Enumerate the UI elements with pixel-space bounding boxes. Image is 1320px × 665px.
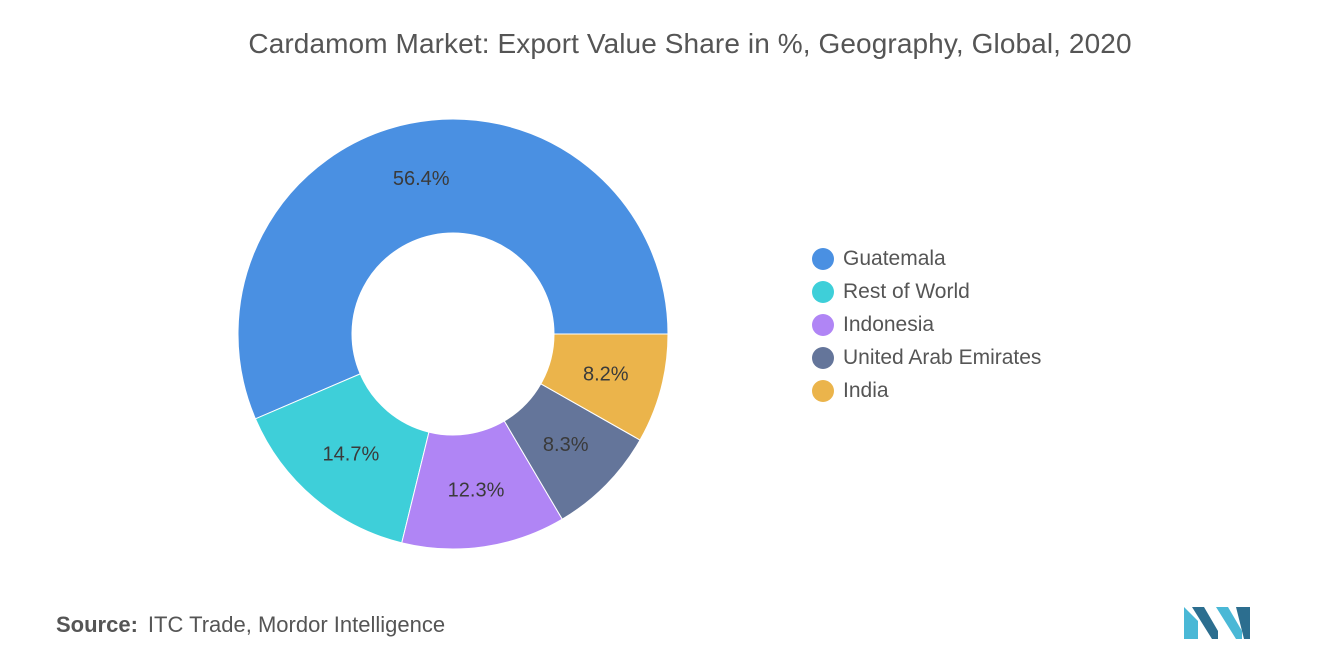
source-text: ITC Trade, Mordor Intelligence bbox=[147, 612, 446, 637]
logo-shape-mid-left bbox=[1192, 607, 1218, 639]
donut-slice-india[interactable] bbox=[540, 333, 669, 441]
slice-label-guatemala: 56.4% bbox=[393, 168, 450, 190]
donut-slice-labels: 56.4% 14.7% 12.3% 8.3% 8.2% bbox=[323, 168, 629, 501]
legend-swatch-indonesia bbox=[812, 313, 834, 336]
slice-label-united-arab-emirates: 8.3% bbox=[543, 434, 589, 456]
slice-label-rest-of-world: 14.7% bbox=[323, 444, 380, 466]
source-note: Source: ITC Trade, Mordor Intelligence bbox=[56, 612, 445, 638]
legend-item-united-arab-emirates[interactable]: United Arab Emirates bbox=[812, 341, 1041, 374]
logo-shape-mid-right bbox=[1216, 607, 1242, 639]
legend-label-guatemala: Guatemala bbox=[843, 246, 946, 270]
legend-item-india[interactable]: India bbox=[812, 374, 1041, 407]
legend-swatch-united-arab-emirates bbox=[812, 346, 834, 369]
legend-label-india: India bbox=[843, 378, 889, 402]
chart-title: Cardamom Market: Export Value Share in %… bbox=[248, 28, 1132, 59]
slice-label-indonesia: 12.3% bbox=[448, 479, 505, 501]
donut-slice-rest-of-world[interactable] bbox=[254, 373, 430, 544]
chart-legend: Guatemala Rest of World Indonesia United… bbox=[812, 242, 1041, 407]
legend-item-rest-of-world[interactable]: Rest of World bbox=[812, 275, 1041, 308]
legend-swatch-india bbox=[812, 379, 834, 402]
legend-swatch-rest-of-world bbox=[812, 280, 834, 303]
donut-slice-guatemala[interactable] bbox=[237, 118, 669, 420]
legend-item-guatemala[interactable]: Guatemala bbox=[812, 242, 1041, 275]
donut-slices bbox=[237, 118, 669, 550]
mordor-intelligence-logo-icon bbox=[1184, 607, 1250, 639]
legend-item-indonesia[interactable]: Indonesia bbox=[812, 308, 1041, 341]
logo-shape-right bbox=[1236, 607, 1250, 639]
source-label: Source: bbox=[56, 612, 138, 637]
legend-label-rest-of-world: Rest of World bbox=[843, 279, 970, 303]
slice-label-india: 8.2% bbox=[583, 363, 629, 385]
legend-label-united-arab-emirates: United Arab Emirates bbox=[843, 345, 1042, 369]
logo-shape-left bbox=[1184, 607, 1198, 639]
legend-swatch-guatemala bbox=[812, 247, 834, 270]
legend-label-indonesia: Indonesia bbox=[843, 312, 935, 336]
